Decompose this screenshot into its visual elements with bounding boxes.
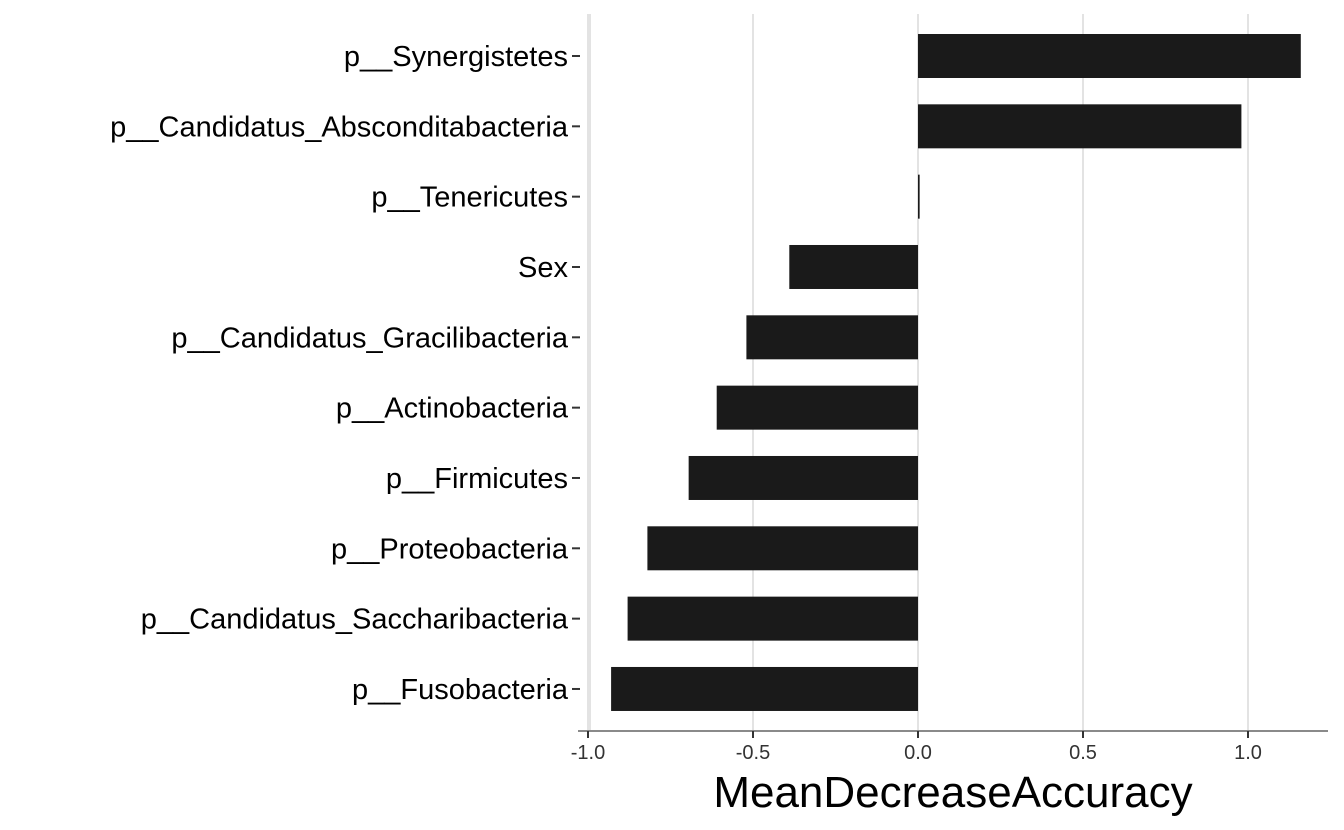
y-tick-label-6: p__Firmicutes — [386, 463, 568, 495]
bars — [611, 34, 1301, 711]
x-tick-label-2: 0.0 — [904, 742, 932, 764]
bar-0 — [918, 34, 1301, 78]
y-tick-label-7: p__Proteobacteria — [331, 533, 569, 565]
bar-2 — [918, 174, 920, 219]
bar-8 — [627, 596, 918, 641]
y-tick-label-0: p__Synergistetes — [344, 41, 568, 73]
tick-labels: p__Synergistetes p__Candidatus_Abscondita… — [110, 41, 1262, 764]
axes — [572, 14, 1328, 738]
bar-4 — [746, 315, 918, 360]
y-tick-label-3: Sex — [518, 252, 568, 284]
bar-1 — [918, 104, 1242, 149]
bar-6 — [688, 455, 918, 500]
y-tick-label-1: p__Candidatus_Absconditabacteria — [110, 111, 569, 143]
y-tick-label-5: p__Actinobacteria — [336, 393, 569, 425]
y-tick-label-2: p__Tenericutes — [371, 182, 568, 214]
bar-7 — [647, 526, 918, 571]
x-tick-label-3: 0.5 — [1069, 742, 1097, 764]
bar-9 — [611, 666, 918, 711]
y-tick-label-9: p__Fusobacteria — [352, 674, 569, 706]
y-tick-label-4: p__Candidatus_Gracilibacteria — [171, 322, 568, 354]
y-tick-label-8: p__Candidatus_Saccharibacteria — [141, 604, 569, 636]
bar-5 — [716, 385, 918, 430]
x-tick-label-1: -0.5 — [736, 742, 770, 764]
x-tick-label-4: 1.0 — [1234, 742, 1262, 764]
x-tick-label-0: -1.0 — [571, 742, 605, 764]
bar-3 — [789, 244, 918, 289]
x-axis-title: MeanDecreaseAccuracy — [713, 768, 1192, 817]
